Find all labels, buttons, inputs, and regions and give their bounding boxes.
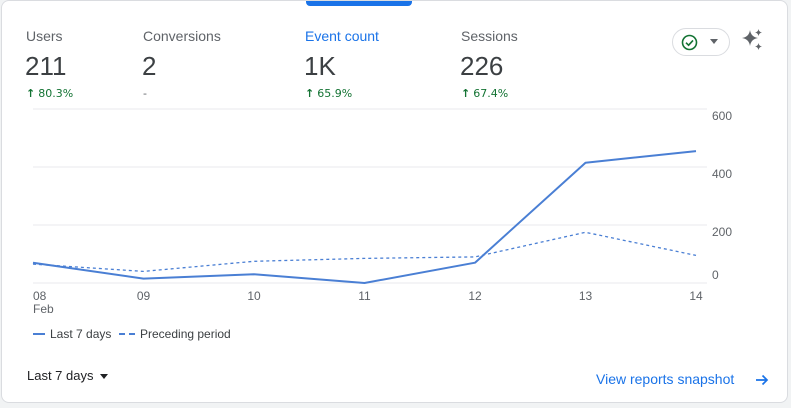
x-tick-label: 11 <box>358 289 371 303</box>
metric-change: - <box>143 87 147 100</box>
caret-down-icon <box>99 374 108 380</box>
active-metric-indicator <box>306 1 412 6</box>
metric-label: Users <box>26 28 63 44</box>
metric-label: Sessions <box>461 28 518 44</box>
data-status-dropdown[interactable] <box>672 28 730 56</box>
view-reports-snapshot-link[interactable]: View reports snapshot <box>596 371 769 387</box>
x-tick-label: 14 <box>689 289 703 303</box>
metric-change: ↑ 80.3% <box>26 87 73 100</box>
x-tick-label: 09 <box>137 289 151 303</box>
legend-dashed-swatch <box>119 332 135 335</box>
x-tick-sublabel: Feb <box>33 302 54 316</box>
date-range-label: Last 7 days <box>27 368 94 383</box>
y-tick-label: 400 <box>712 167 732 181</box>
chevron-down-icon <box>710 39 718 44</box>
metric-change-value: 67.4% <box>473 87 509 100</box>
legend-last-7-days: Last 7 days <box>33 327 111 341</box>
metric-change-value: 80.3% <box>38 87 74 100</box>
view-reports-label: View reports snapshot <box>596 371 735 387</box>
date-range-dropdown[interactable]: Last 7 days <box>27 368 108 383</box>
metric-value: 226 <box>460 51 504 81</box>
metric-value: 1K <box>304 51 336 81</box>
arrow-up-icon: ↑ <box>26 87 36 100</box>
x-tick-label: 08 <box>33 289 47 303</box>
arrow-up-icon: ↑ <box>305 87 315 100</box>
metric-change-value: - <box>143 87 147 100</box>
metric-value: 211 <box>25 51 67 81</box>
metric-change: ↑ 67.4% <box>461 87 508 100</box>
legend-label: Last 7 days <box>50 327 112 341</box>
check-circle-icon <box>681 34 698 51</box>
x-tick-label: 12 <box>468 289 482 303</box>
metric-label: Event count <box>305 28 379 44</box>
arrow-right-icon <box>756 374 769 386</box>
legend-preceding-period: Preceding period <box>119 327 231 341</box>
legend-solid-swatch <box>33 332 45 335</box>
y-tick-label: 0 <box>712 268 719 282</box>
sparkle-icon[interactable] <box>740 28 764 52</box>
legend-label: Preceding period <box>140 327 231 341</box>
metric-change: ↑ 65.9% <box>305 87 352 100</box>
series-line-last-7-days <box>32 150 697 284</box>
metric-label: Conversions <box>143 28 221 44</box>
arrow-up-icon: ↑ <box>461 87 471 100</box>
x-tick-label: 13 <box>579 289 593 303</box>
metric-change-value: 65.9% <box>317 87 353 100</box>
x-tick-label: 10 <box>247 289 261 303</box>
y-tick-label: 200 <box>712 225 732 239</box>
metric-value: 2 <box>142 51 157 81</box>
y-tick-label: 600 <box>712 109 732 123</box>
series-line-preceding-period <box>32 231 697 273</box>
